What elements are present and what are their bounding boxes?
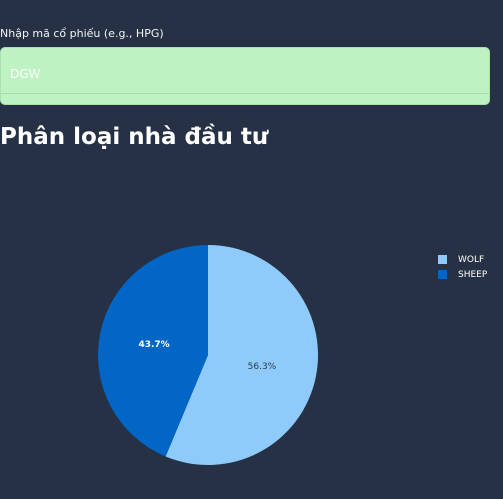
pie-label-sheep: 43.7% <box>138 340 169 350</box>
stock-code-label: Nhập mã cổ phiếu (e.g., HPG) <box>0 27 164 40</box>
legend-item-wolf[interactable]: WOLF <box>438 252 487 267</box>
stock-code-input[interactable]: DGW <box>0 47 490 105</box>
chart-legend: WOLF SHEEP <box>438 252 487 282</box>
stock-code-value: DGW <box>10 67 41 81</box>
legend-swatch-wolf <box>438 255 447 264</box>
pie-slice-wolf[interactable] <box>165 245 319 465</box>
pie-label-wolf: 56.3% <box>248 362 277 372</box>
pie-slice-sheep[interactable] <box>98 245 208 457</box>
input-underline <box>1 93 489 94</box>
legend-label-sheep: SHEEP <box>458 269 488 280</box>
legend-label-wolf: WOLF <box>458 254 485 265</box>
page-title: Phân loại nhà đầu tư <box>0 124 269 150</box>
legend-item-sheep[interactable]: SHEEP <box>438 267 487 282</box>
legend-swatch-sheep <box>438 270 447 279</box>
